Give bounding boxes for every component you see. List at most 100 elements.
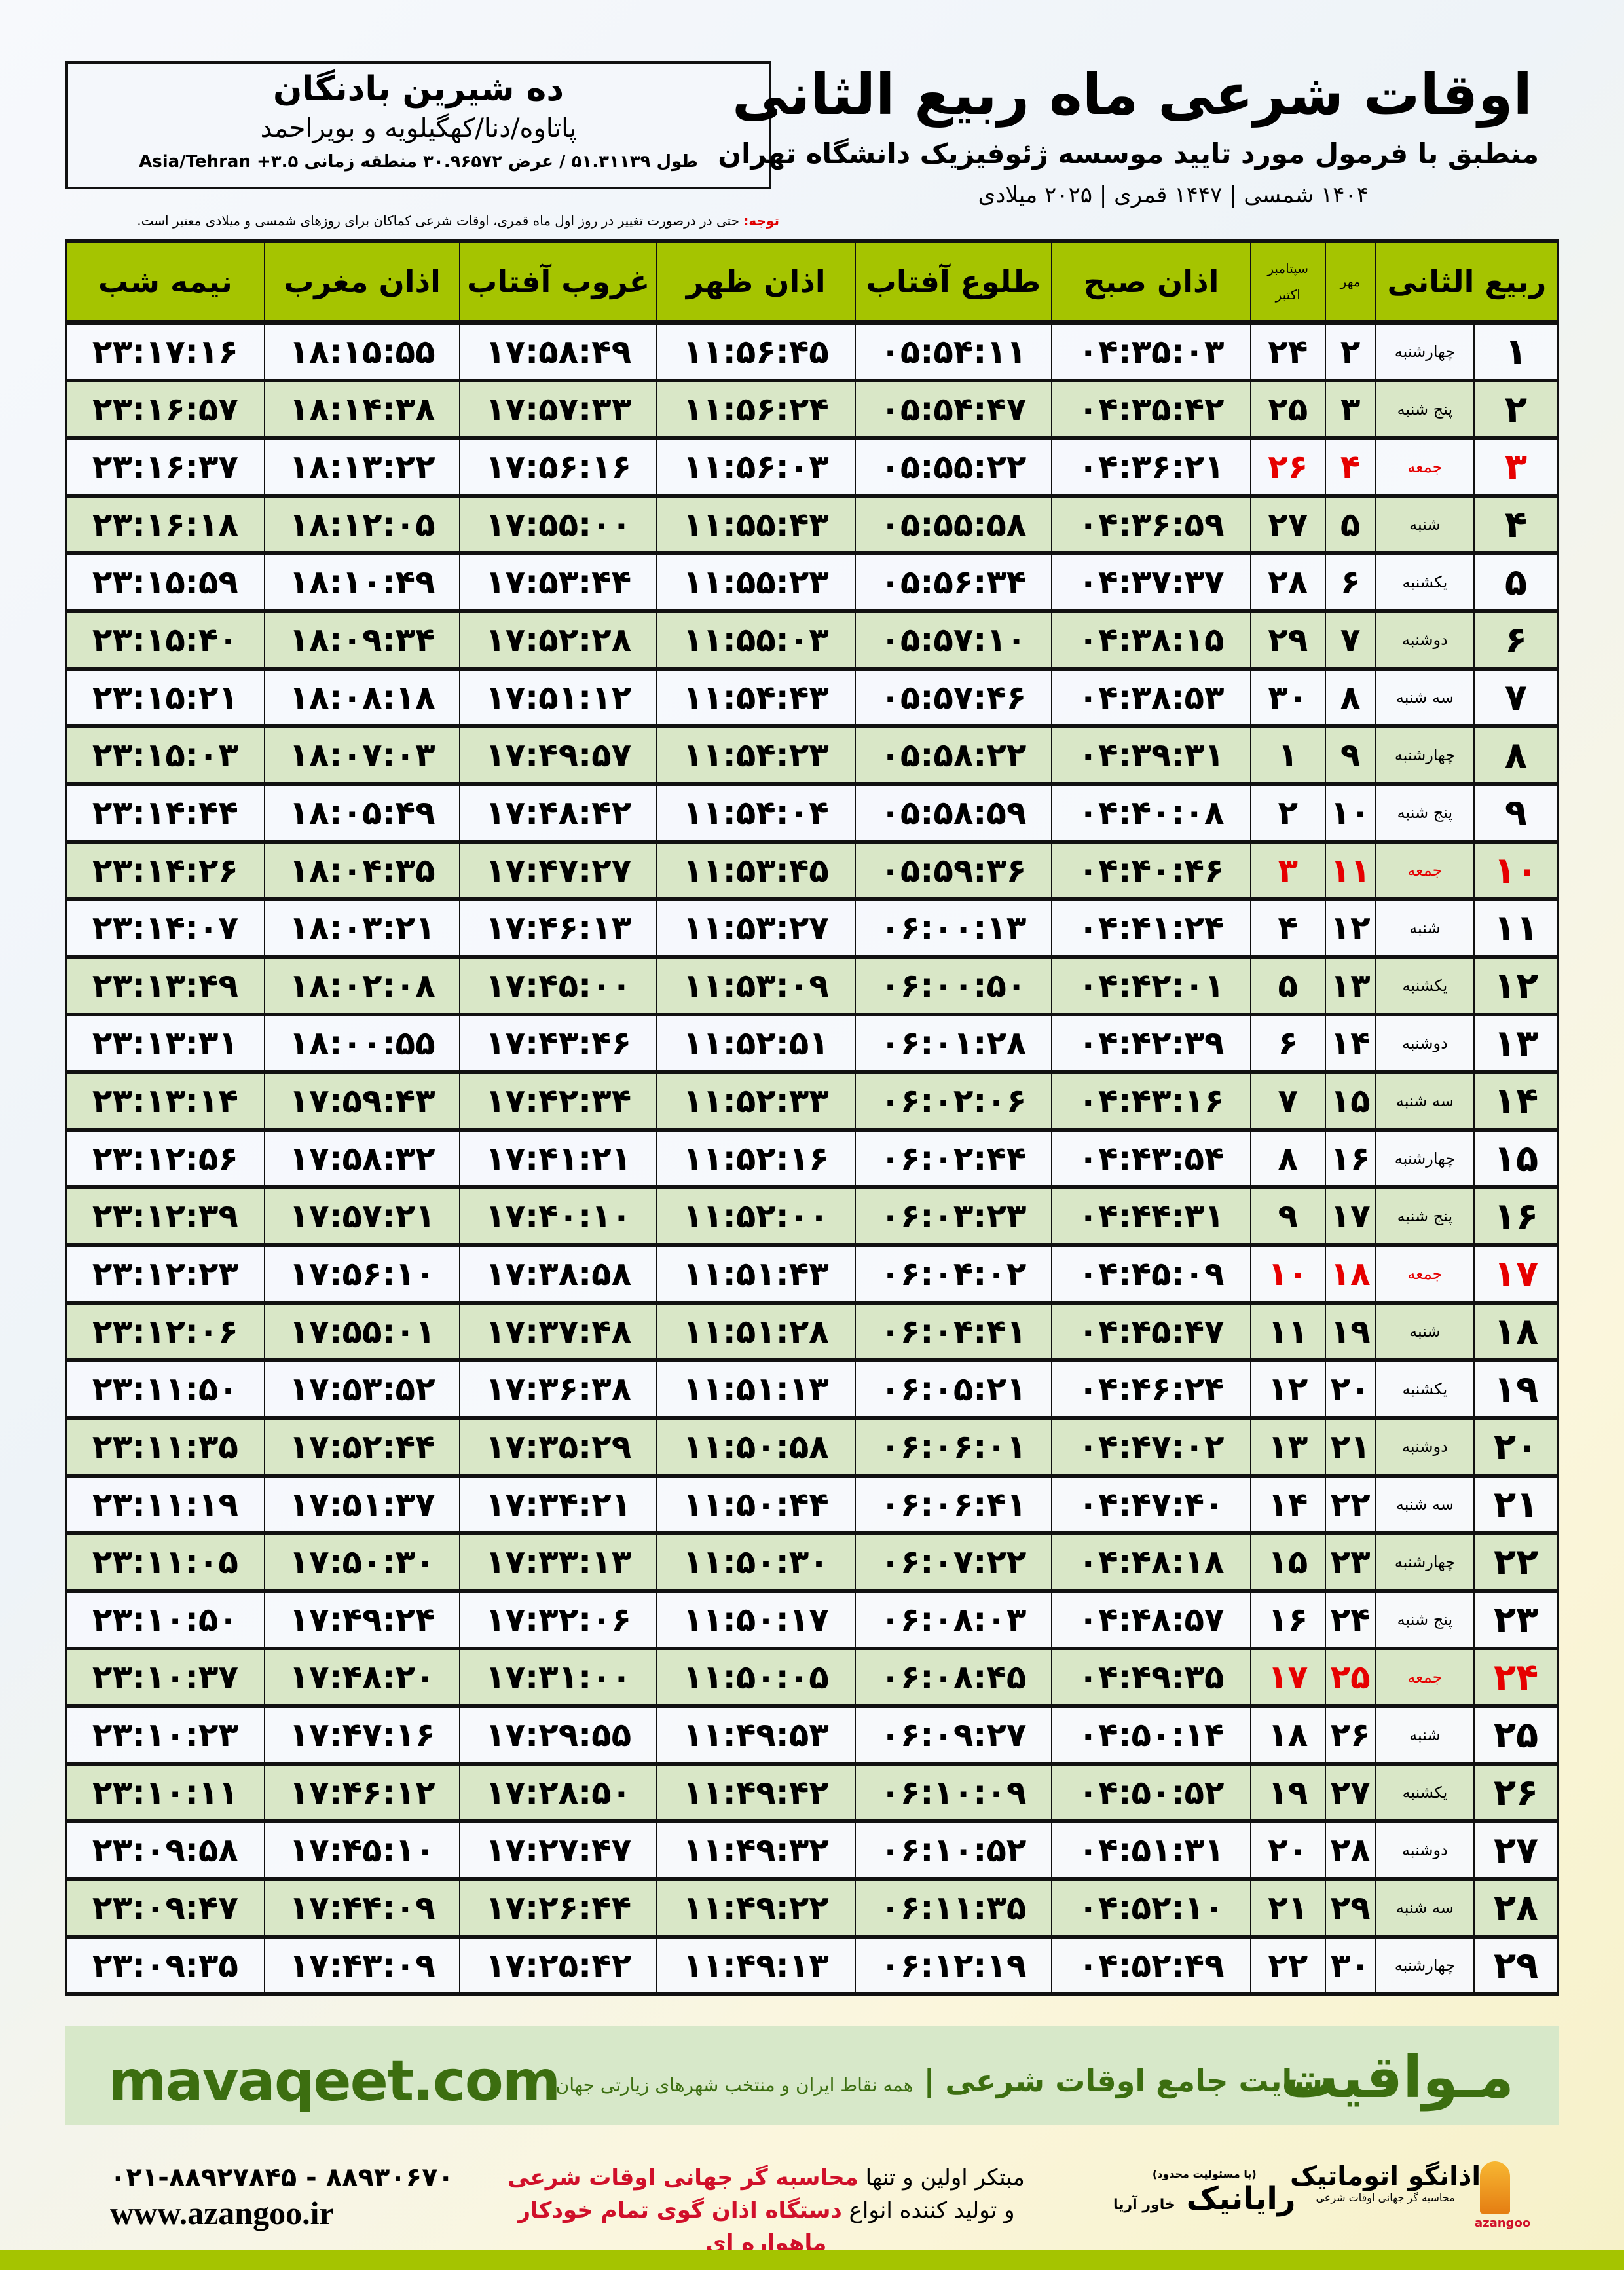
cell-maghreb: ۱۸:۰۸:۱۸ [263, 668, 461, 727]
cell-sobh: ۰۴:۴۱:۲۴ [1051, 899, 1251, 958]
header-sep: سپتامبر [1267, 260, 1309, 276]
cell-miladi: ۳ [1249, 841, 1326, 900]
tagline-sub: همه نقاط ایران و منتخب شهرهای زیارتی جها… [555, 2074, 913, 2096]
azangoo-url[interactable]: www.azangoo.ir [110, 2195, 334, 2231]
cell-zohr: ۱۱:۵۳:۴۵ [655, 841, 856, 900]
cell-weekday: شنبه [1375, 899, 1475, 958]
cell-shamsi: ۱۸ [1324, 1244, 1376, 1303]
cell-maghreb: ۱۸:۰۷:۰۳ [263, 726, 461, 785]
cell-maghreb: ۱۷:۴۵:۱۰ [263, 1821, 461, 1880]
rayanik-name: رایانیک [1186, 2180, 1296, 2217]
cell-maghreb: ۱۷:۵۶:۱۰ [263, 1244, 461, 1303]
cell-day: ۸ [1473, 726, 1559, 785]
cell-miladi: ۱۲ [1249, 1360, 1326, 1419]
page-title: اوقات شرعی ماه ربیع الثانی [732, 62, 1532, 128]
table-row: ۲۴ جمعه ۲۵ ۱۷ ۰۴:۴۹:۳۵ ۰۶:۰۸:۴۵ ۱۱:۵۰:۰۵ ۱۷:۳۱:… [65, 1648, 1559, 1707]
header-zohr: اذان ظهر [655, 240, 856, 323]
cell-maghreb: ۱۸:۱۴:۳۸ [263, 380, 461, 439]
cell-ghorub: ۱۷:۳۴:۲۱ [459, 1475, 657, 1534]
cell-miladi: ۶ [1249, 1014, 1326, 1073]
cell-day: ۱۹ [1473, 1360, 1559, 1419]
cell-day: ۱۰ [1473, 841, 1559, 900]
cell-ghorub: ۱۷:۵۱:۱۲ [459, 668, 657, 727]
cell-tolu: ۰۶:۰۵:۲۱ [854, 1360, 1053, 1419]
cell-tolu: ۰۵:۵۶:۳۴ [854, 553, 1053, 612]
cell-miladi: ۸ [1249, 1129, 1326, 1188]
cell-shamsi: ۱۹ [1324, 1302, 1376, 1361]
cell-nime: ۲۳:۰۹:۳۵ [65, 1936, 265, 1995]
cell-weekday: جمعه [1375, 1648, 1475, 1707]
cell-sobh: ۰۴:۴۵:۰۹ [1051, 1244, 1251, 1303]
cell-tolu: ۰۶:۰۷:۲۲ [854, 1533, 1053, 1591]
table-row: ۱۳ دوشنبه ۱۴ ۶ ۰۴:۴۲:۳۹ ۰۶:۰۱:۲۸ ۱۱:۵۲:۵۱ ۱۷:۴۳… [65, 1014, 1559, 1073]
year-info: ۱۴۰۴ شمسی | ۱۴۴۷ قمری | ۲۰۲۵ میلادی [978, 182, 1369, 208]
cell-tolu: ۰۶:۱۱:۳۵ [854, 1878, 1053, 1937]
cell-ghorub: ۱۷:۳۱:۰۰ [459, 1648, 657, 1707]
cell-sobh: ۰۴:۳۵:۴۲ [1051, 380, 1251, 439]
cell-nime: ۲۳:۱۰:۵۰ [65, 1590, 265, 1649]
cell-day: ۲۳ [1473, 1590, 1559, 1649]
cell-tolu: ۰۶:۰۰:۵۰ [854, 956, 1053, 1015]
cell-ghorub: ۱۷:۴۷:۲۷ [459, 841, 657, 900]
cell-zohr: ۱۱:۴۹:۴۲ [655, 1763, 856, 1822]
cell-day: ۳ [1473, 437, 1559, 496]
cell-miladi: ۲۲ [1249, 1936, 1326, 1995]
cell-shamsi: ۱۶ [1324, 1129, 1376, 1188]
cell-maghreb: ۱۷:۴۳:۰۹ [263, 1936, 461, 1995]
cell-day: ۲۹ [1473, 1936, 1559, 1995]
location-box: ده شیرین بادنگان پاتاوه/دنا/کهگیلویه و ب… [65, 61, 771, 189]
header-sep-oct: سپتامبر اکتبر [1249, 240, 1326, 323]
cell-tolu: ۰۵:۵۷:۱۰ [854, 610, 1053, 669]
table-row: ۲۷ دوشنبه ۲۸ ۲۰ ۰۴:۵۱:۳۱ ۰۶:۱۰:۵۲ ۱۱:۴۹:۳۲ ۱۷:۲… [65, 1821, 1559, 1880]
azangoo-name: اذانگو اتوماتیک [1290, 2161, 1481, 2191]
cell-weekday: پنج شنبه [1375, 1590, 1475, 1649]
cell-nime: ۲۳:۱۳:۳۱ [65, 1014, 265, 1073]
cell-nime: ۲۳:۱۱:۰۵ [65, 1533, 265, 1591]
cell-nime: ۲۳:۱۴:۰۷ [65, 899, 265, 958]
table-row: ۱۷ جمعه ۱۸ ۱۰ ۰۴:۴۵:۰۹ ۰۶:۰۴:۰۲ ۱۱:۵۱:۴۳ ۱۷:۳۸:… [65, 1244, 1559, 1303]
cell-nime: ۲۳:۰۹:۴۷ [65, 1878, 265, 1937]
cell-maghreb: ۱۷:۵۹:۴۳ [263, 1071, 461, 1130]
cell-day: ۷ [1473, 668, 1559, 727]
cell-weekday: پنج شنبه [1375, 1187, 1475, 1246]
cell-sobh: ۰۴:۴۷:۰۲ [1051, 1417, 1251, 1476]
cell-shamsi: ۲۳ [1324, 1533, 1376, 1591]
cell-day: ۲۱ [1473, 1475, 1559, 1534]
cell-zohr: ۱۱:۵۱:۱۳ [655, 1360, 856, 1419]
cell-sobh: ۰۴:۴۷:۴۰ [1051, 1475, 1251, 1534]
cell-nime: ۲۳:۱۶:۵۷ [65, 380, 265, 439]
cell-ghorub: ۱۷:۲۸:۵۰ [459, 1763, 657, 1822]
coordinates: طول ۵۱.۳۱۱۳۹ / عرض ۳۰.۹۶۵۷۲ منطقه زمانی … [139, 152, 698, 172]
cell-zohr: ۱۱:۵۰:۴۴ [655, 1475, 856, 1534]
cell-day: ۵ [1473, 553, 1559, 612]
cell-maghreb: ۱۷:۵۷:۲۱ [263, 1187, 461, 1246]
site-url[interactable]: mavaqeet.com [108, 2049, 561, 2114]
table-row: ۱۹ یکشنبه ۲۰ ۱۲ ۰۴:۴۶:۲۴ ۰۶:۰۵:۲۱ ۱۱:۵۱:۱۳ ۱۷:۳… [65, 1360, 1559, 1419]
cell-nime: ۲۳:۱۱:۳۵ [65, 1417, 265, 1476]
cell-nime: ۲۳:۱۰:۲۳ [65, 1705, 265, 1764]
cell-nime: ۲۳:۱۳:۴۹ [65, 956, 265, 1015]
cell-miladi: ۱۷ [1249, 1648, 1326, 1707]
cell-zohr: ۱۱:۵۱:۴۳ [655, 1244, 856, 1303]
cell-tolu: ۰۵:۵۹:۳۶ [854, 841, 1053, 900]
cell-shamsi: ۲۴ [1324, 1590, 1376, 1649]
cell-shamsi: ۱۲ [1324, 899, 1376, 958]
table-row: ۲۱ سه شنبه ۲۲ ۱۴ ۰۴:۴۷:۴۰ ۰۶:۰۶:۴۱ ۱۱:۵۰:۴۴ ۱۷:… [65, 1475, 1559, 1534]
cell-miladi: ۲۶ [1249, 437, 1326, 496]
cell-ghorub: ۱۷:۴۳:۴۶ [459, 1014, 657, 1073]
table-row: ۱۰ جمعه ۱۱ ۳ ۰۴:۴۰:۴۶ ۰۵:۵۹:۳۶ ۱۱:۵۳:۴۵ ۱۷:۴۷:۲… [65, 841, 1559, 900]
cell-tolu: ۰۵:۵۴:۴۷ [854, 380, 1053, 439]
cell-sobh: ۰۴:۳۸:۵۳ [1051, 668, 1251, 727]
cell-ghorub: ۱۷:۴۵:۰۰ [459, 956, 657, 1015]
cell-tolu: ۰۶:۰۴:۴۱ [854, 1302, 1053, 1361]
cell-nime: ۲۳:۱۴:۴۴ [65, 783, 265, 842]
cell-shamsi: ۱۰ [1324, 783, 1376, 842]
cell-tolu: ۰۶:۰۱:۲۸ [854, 1014, 1053, 1073]
cell-nime: ۲۳:۱۰:۳۷ [65, 1648, 265, 1707]
cell-maghreb: ۱۸:۱۰:۴۹ [263, 553, 461, 612]
cell-day: ۱۷ [1473, 1244, 1559, 1303]
cell-miladi: ۲ [1249, 783, 1326, 842]
table-body: ۱ چهارشنبه ۲ ۲۴ ۰۴:۳۵:۰۳ ۰۵:۵۴:۱۱ ۱۱:۵۶:۴۵ ۱۷:۵… [65, 322, 1559, 1995]
cell-shamsi: ۱۳ [1324, 956, 1376, 1015]
cell-tolu: ۰۶:۰۹:۲۷ [854, 1705, 1053, 1764]
